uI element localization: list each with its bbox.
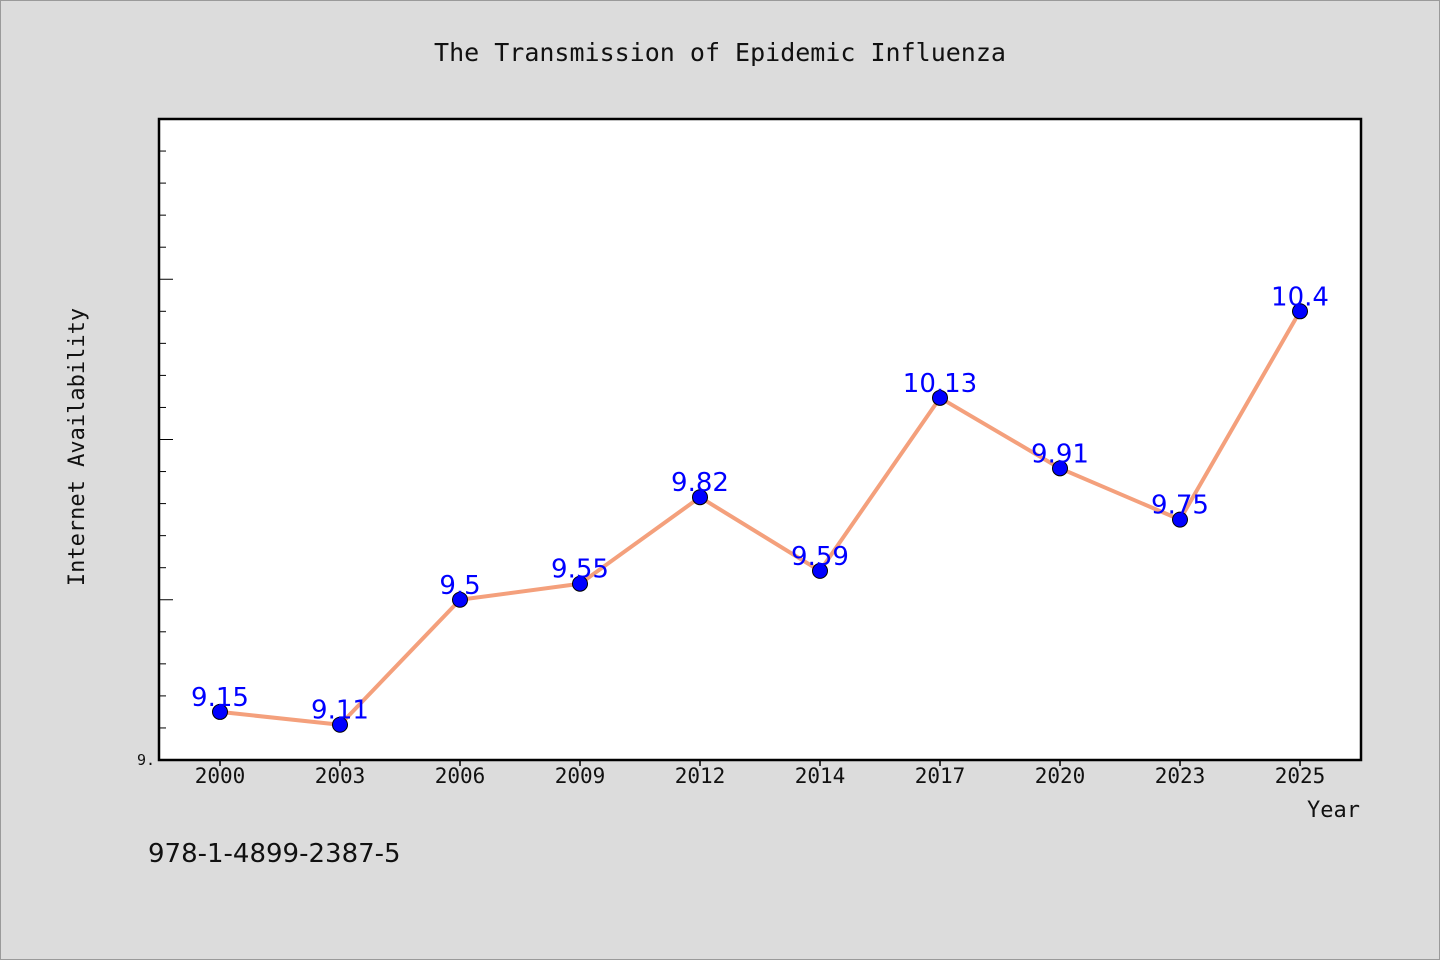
data-point: [212, 703, 228, 720]
data-point: [1052, 460, 1068, 477]
x-axis-label: Year: [1307, 798, 1360, 823]
x-axis-ticks: 2000 2003 2006 2009 2012 2014 2017 2020 2023 2025: [195, 760, 1326, 788]
y-tick-label: 9.: [137, 751, 155, 769]
x-tick-label: 2003: [315, 764, 366, 788]
data-label: 9.11: [311, 696, 369, 726]
x-tick-label: 2014: [795, 764, 846, 788]
x-tick-label: 2009: [555, 764, 606, 788]
data-point: [1292, 303, 1308, 320]
x-tick-label: 2025: [1275, 764, 1326, 788]
data-point: [692, 489, 708, 506]
data-label: 10.13: [903, 369, 977, 399]
data-point: [572, 575, 588, 592]
data-point: [1172, 511, 1188, 528]
data-label: 9.59: [791, 542, 849, 572]
data-point: [932, 389, 948, 406]
x-tick-label: 2006: [435, 764, 486, 788]
x-tick-label: 2023: [1155, 764, 1206, 788]
data-labels: 9.15 9.11 9.5 9.55 9.82 9.59 10.13 9.91 9.75 10.4: [191, 282, 1329, 725]
data-label: 9.75: [1151, 491, 1209, 521]
footnote-isbn: 978-1-4899-2387-5: [148, 839, 401, 869]
data-label: 9.5: [439, 571, 480, 601]
data-point: [332, 716, 348, 733]
data-point: [452, 591, 468, 608]
data-label: 9.91: [1031, 439, 1089, 469]
data-points: [212, 303, 1308, 733]
x-tick-label: 2020: [1035, 764, 1086, 788]
data-label: 9.82: [671, 468, 729, 498]
x-tick-label: 2017: [915, 764, 966, 788]
x-tick-label: 2000: [195, 764, 246, 788]
x-tick-label: 2012: [675, 764, 726, 788]
data-label: 9.15: [191, 683, 249, 713]
data-point: [812, 562, 828, 579]
chart-title: The Transmission of Epidemic Influenza: [434, 38, 1006, 67]
data-label: 10.4: [1271, 282, 1329, 312]
plot-border: [157, 117, 1363, 762]
series-line: [219, 310, 1302, 727]
data-label: 9.55: [551, 555, 609, 585]
plot-area: [159, 119, 1361, 760]
y-axis-label: Internet Availability: [65, 308, 90, 586]
